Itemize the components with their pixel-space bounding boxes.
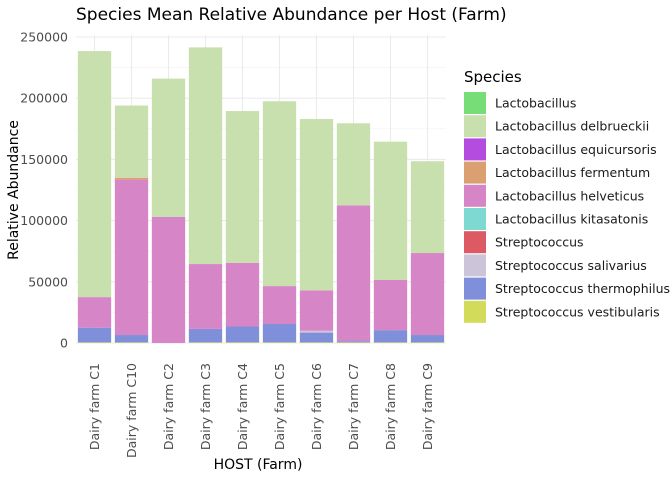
legend-swatch (464, 184, 486, 207)
bar-segment (373, 279, 408, 331)
bar-segment (410, 161, 445, 254)
bar-segment (336, 341, 371, 343)
bar-segment (114, 342, 149, 343)
x-tick-label: Dairy farm C10 (124, 363, 139, 458)
bar-segment (373, 330, 408, 343)
bar-segment (225, 326, 260, 343)
chart-title: Species Mean Relative Abundance per Host… (76, 5, 507, 25)
x-tick-label: Dairy farm C5 (272, 363, 287, 450)
x-tick-label: Dairy farm C2 (161, 363, 176, 450)
legend-swatch (464, 161, 486, 184)
x-tick-labels: Dairy farm C1 Dairy farm C10 Dairy farm C2… (87, 363, 435, 458)
x-tick-label: Dairy farm C8 (383, 363, 398, 450)
bar-segment (188, 264, 223, 329)
x-tick-label: Dairy farm C7 (346, 363, 361, 450)
legend-swatch (464, 277, 486, 300)
bar-segment (114, 105, 149, 178)
bar-segment (114, 179, 149, 336)
x-axis-title: HOST (Farm) (214, 457, 303, 473)
y-tick-label: 250000 (20, 30, 68, 45)
legend-swatch (464, 300, 486, 323)
bar-segment (299, 119, 334, 291)
bar-segment (188, 342, 223, 343)
bar-segment (299, 342, 334, 343)
legend-items: Lactobacillus Lactobacillus delbrueckii La… (464, 92, 670, 323)
bar-segment (336, 205, 371, 342)
y-tick-label: 0 (60, 336, 68, 351)
bar-segment (373, 342, 408, 343)
legend-swatch (464, 254, 486, 277)
x-tick-label: Dairy farm C4 (235, 363, 250, 450)
y-tick-labels: 0 50000 100000 150000 200000 250000 (20, 30, 68, 351)
bar-segment (77, 342, 112, 343)
legend-title: Species (464, 68, 522, 86)
bar-segment (299, 290, 334, 331)
bar-segment (262, 324, 297, 343)
legend: Species Lactobacillus Lactobacillus delbr… (464, 68, 670, 323)
bar-segment (77, 297, 112, 328)
legend-label: Streptococcus salivarius (495, 258, 647, 273)
plot-area: 0 50000 100000 150000 200000 250000 Dairy far… (20, 30, 446, 458)
bar-segment (373, 141, 408, 280)
y-tick-label: 50000 (28, 274, 68, 289)
bar-segment (225, 111, 260, 263)
legend-swatch (464, 92, 486, 114)
legend-label: Lactobacillus kitasatonis (495, 212, 648, 227)
legend-swatch (464, 231, 486, 254)
legend-swatch (464, 138, 486, 161)
y-tick-label: 150000 (20, 152, 68, 167)
bar-segment (410, 335, 445, 343)
bar-segment (299, 332, 334, 343)
bar-segment (336, 123, 371, 206)
bar-segment (262, 286, 297, 325)
bar-segment (299, 330, 334, 333)
bar-segment (188, 47, 223, 265)
x-tick-label: Dairy farm C3 (198, 363, 213, 450)
bar-segment (114, 177, 149, 180)
legend-label: Lactobacillus (495, 96, 576, 111)
bar-segment (410, 253, 445, 336)
y-axis-title: Relative Abundance (6, 120, 22, 260)
legend-label: Lactobacillus helveticus (495, 188, 644, 203)
legend-label: Lactobacillus delbrueckii (495, 119, 649, 134)
legend-swatch (464, 115, 486, 138)
x-tick-label: Dairy farm C1 (87, 363, 102, 450)
legend-label: Streptococcus thermophilus (495, 281, 670, 296)
bar-segment (77, 51, 112, 298)
bars (77, 47, 445, 343)
y-tick-label: 200000 (20, 91, 68, 106)
bar-segment (410, 342, 445, 343)
bar-segment (225, 342, 260, 343)
bar-segment (151, 216, 186, 343)
legend-label: Lactobacillus fermentum (495, 165, 650, 180)
legend-label: Streptococcus (495, 235, 584, 250)
y-tick-label: 100000 (20, 213, 68, 228)
bar-segment (151, 78, 186, 217)
legend-label: Streptococcus vestibularis (495, 304, 660, 319)
x-tick-label: Dairy farm C9 (420, 363, 435, 450)
bar-segment (262, 101, 297, 287)
legend-label: Lactobacillus equicursoris (495, 142, 657, 157)
bar-segment (77, 327, 112, 343)
legend-swatch (464, 208, 486, 230)
bar-segment (225, 262, 260, 327)
x-tick-label: Dairy farm C6 (309, 363, 324, 450)
bar-segment (188, 328, 223, 343)
bar-segment (336, 342, 371, 343)
bar-segment (262, 342, 297, 343)
bar-segment (114, 335, 149, 343)
